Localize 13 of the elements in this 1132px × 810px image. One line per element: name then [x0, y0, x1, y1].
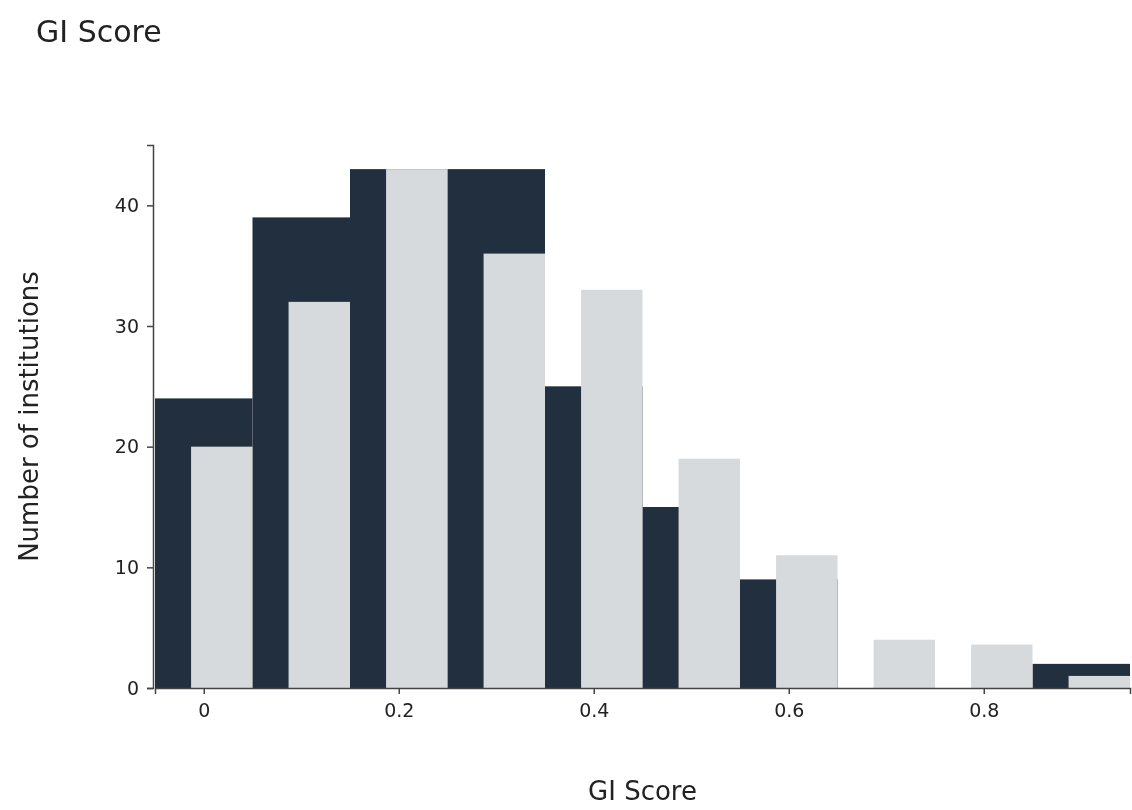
y-tick-label: 10: [114, 555, 139, 578]
y-tick-label: 40: [114, 193, 139, 216]
y-tick-label: 30: [114, 314, 139, 337]
x-tick-label: 0.2: [384, 699, 415, 722]
y-tick-label: 20: [114, 435, 139, 458]
x-axis-title: GI Score: [588, 776, 697, 806]
y-axis-title: Number of institutions: [14, 271, 44, 562]
x-tick-label: 0.4: [579, 699, 610, 722]
chart-title: GI Score: [36, 14, 162, 49]
x-tick-label: 0.8: [969, 699, 1000, 722]
x-tick-label: 0.6: [774, 699, 805, 722]
x-tick-label: 0: [198, 699, 211, 722]
y-tick-label: 0: [126, 676, 139, 699]
